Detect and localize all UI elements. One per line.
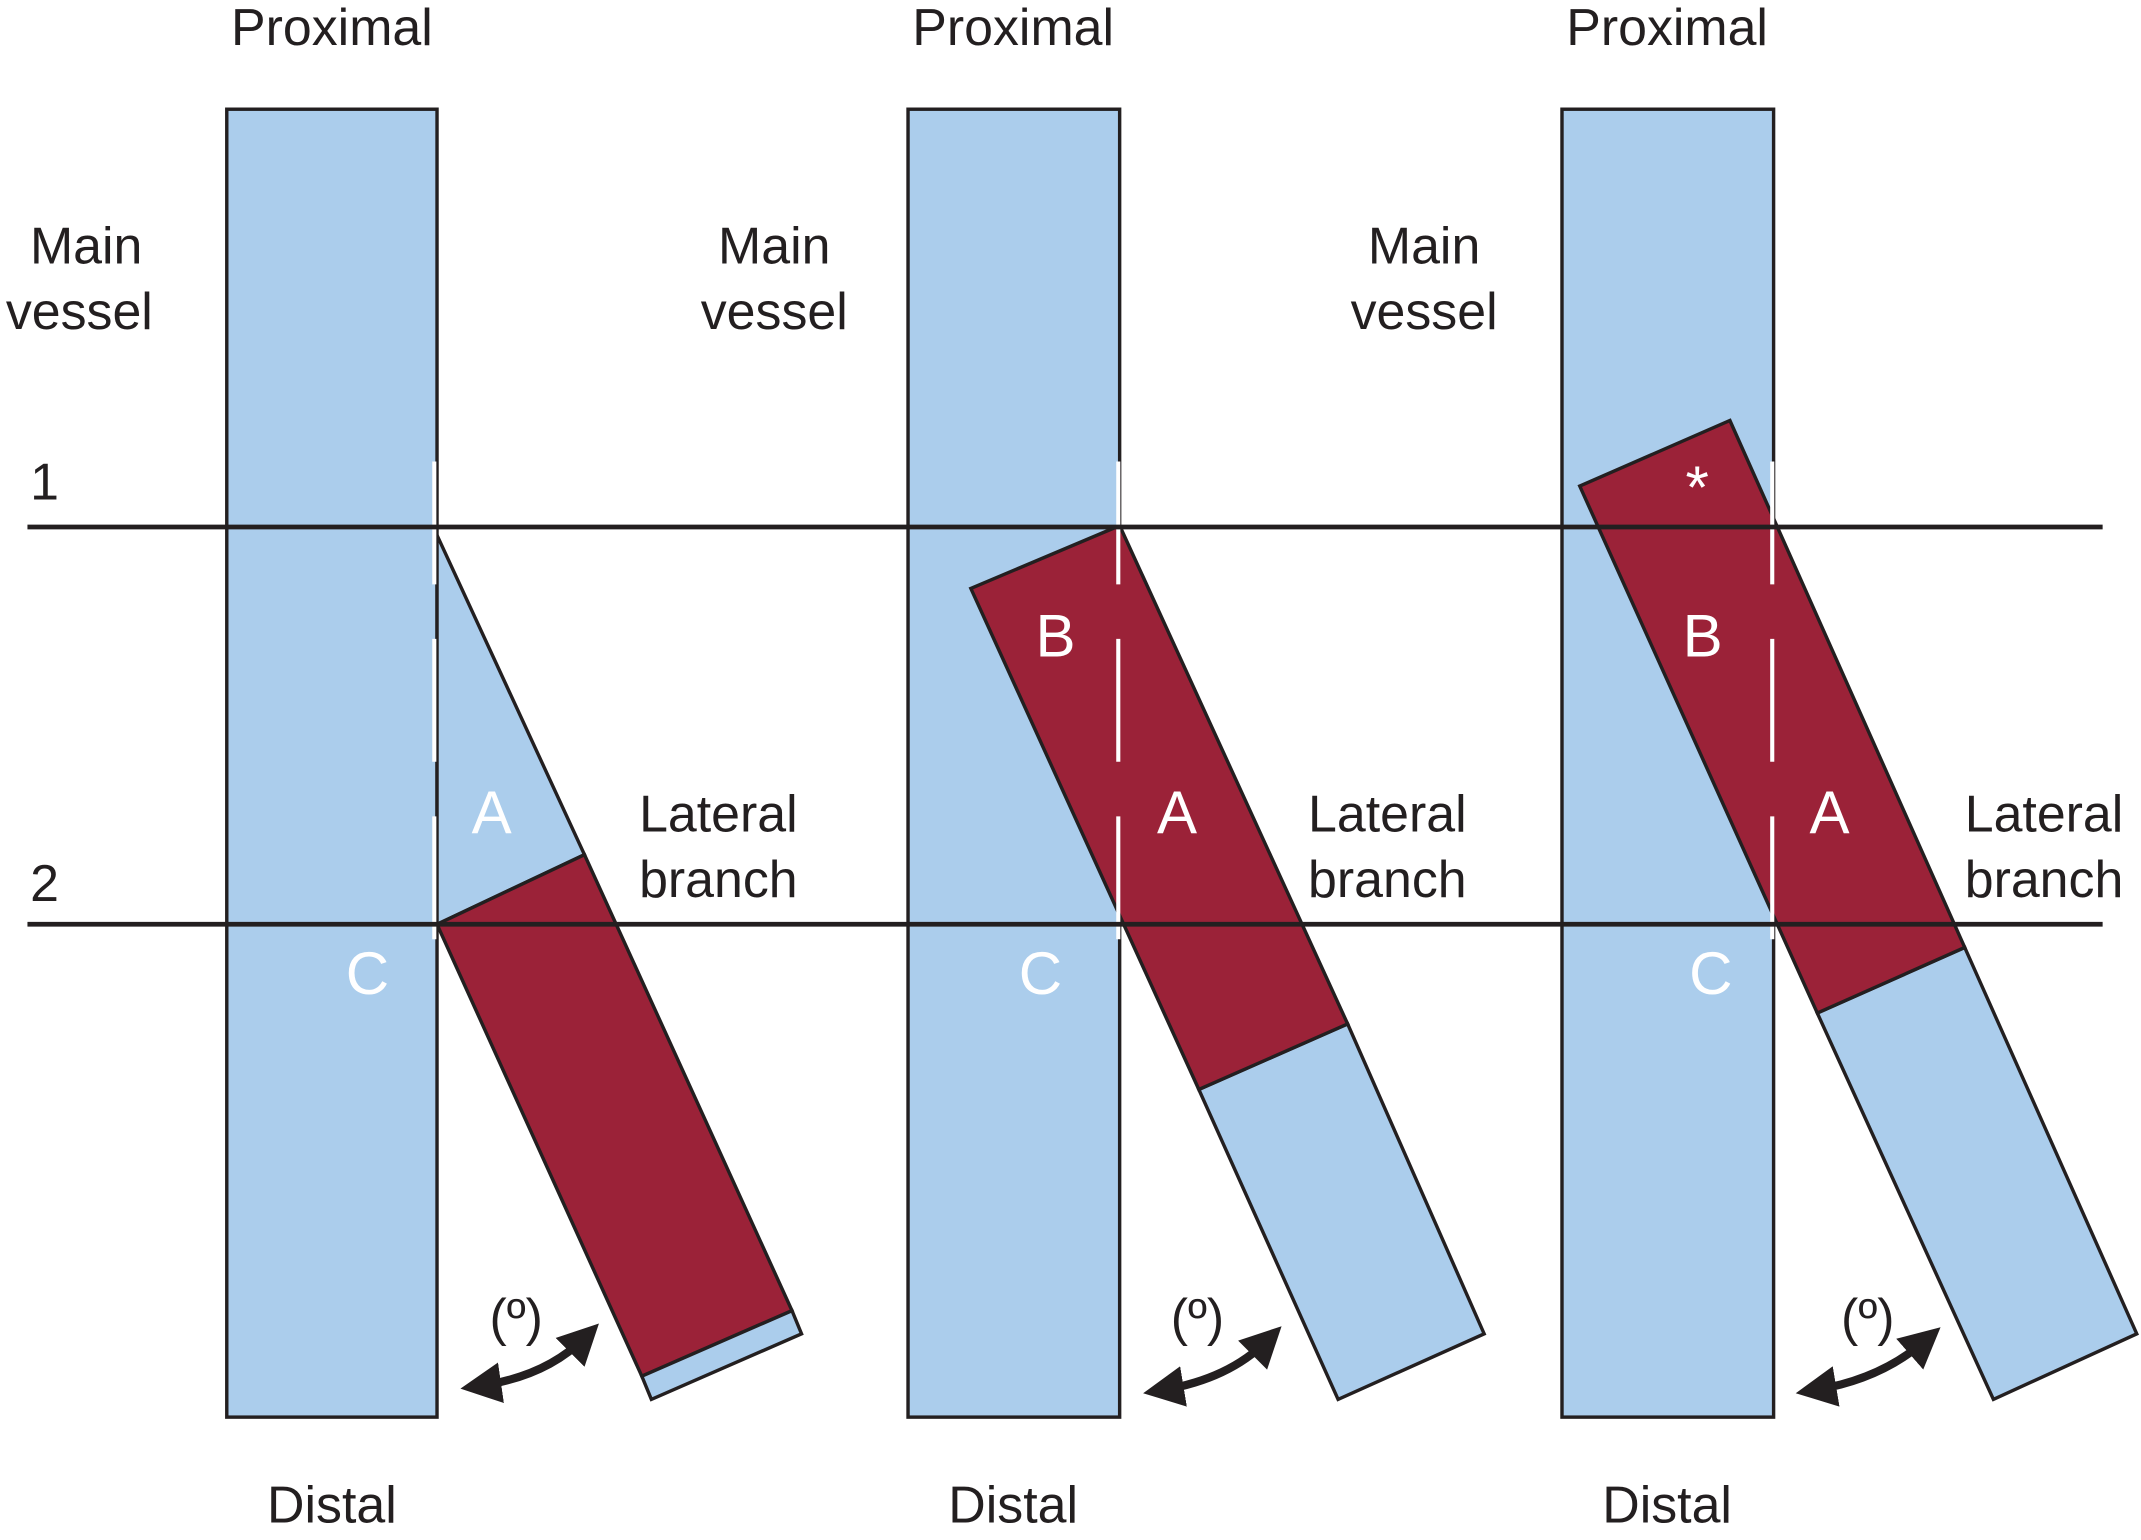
proximal-label: Proximal	[231, 0, 433, 56]
segment-b-label: B	[1035, 603, 1075, 670]
panel-1: Proximal Distal Main vessel Lateral bran…	[6, 0, 804, 1533]
segment-a-label: A	[1157, 779, 1197, 846]
branch-distal-strip	[639, 1308, 804, 1402]
segment-a-label: A	[472, 779, 512, 846]
angle-label: (º)	[489, 1288, 542, 1346]
distal-label: Distal	[267, 1475, 397, 1533]
segment-c-label: C	[1019, 940, 1062, 1007]
angle-label: (º)	[1841, 1288, 1894, 1346]
main-vessel-label-line2: vessel	[1351, 282, 1498, 340]
angle-arrow-icon	[1143, 1326, 1282, 1407]
branch-distal-segment	[1196, 1021, 1487, 1402]
segment-b-label: B	[1683, 603, 1723, 670]
reference-line-1-label: 1	[30, 453, 59, 511]
angle-arrow-icon	[1795, 1327, 1941, 1407]
proximal-label: Proximal	[912, 0, 1114, 56]
main-vessel-shape	[225, 107, 439, 1419]
main-vessel-label-line1: Main	[1368, 216, 1480, 274]
segment-c-label: C	[1689, 940, 1732, 1007]
panel-2: Proximal Distal Main vessel Lateral bran…	[701, 0, 1487, 1533]
segment-c-label: C	[346, 940, 389, 1007]
main-vessel-label-line2: vessel	[701, 282, 848, 340]
main-vessel-label-line1: Main	[718, 216, 830, 274]
panel-3: Proximal Distal Main vessel Lateral bran…	[1351, 0, 2140, 1533]
angle-label: (º)	[1171, 1288, 1224, 1346]
lateral-branch-label-line2: branch	[639, 850, 798, 908]
lateral-branch-label-line1: Lateral	[1965, 784, 2124, 842]
lateral-branch-label-line1: Lateral	[1308, 784, 1467, 842]
reference-line-2-label: 2	[30, 854, 59, 912]
main-vessel-label-line2: vessel	[6, 282, 153, 340]
angle-arrow-icon	[460, 1323, 599, 1404]
segment-a-label: A	[1810, 779, 1850, 846]
lateral-branch-label-line2: branch	[1308, 850, 1467, 908]
proximal-label: Proximal	[1566, 0, 1768, 56]
main-vessel-label-line1: Main	[30, 216, 142, 274]
lateral-branch-label-line1: Lateral	[639, 784, 798, 842]
lateral-branch-label-line2: branch	[1965, 850, 2124, 908]
distal-label: Distal	[948, 1475, 1078, 1533]
distal-label: Distal	[1602, 1475, 1732, 1533]
asterisk-marker: *	[1685, 454, 1708, 521]
